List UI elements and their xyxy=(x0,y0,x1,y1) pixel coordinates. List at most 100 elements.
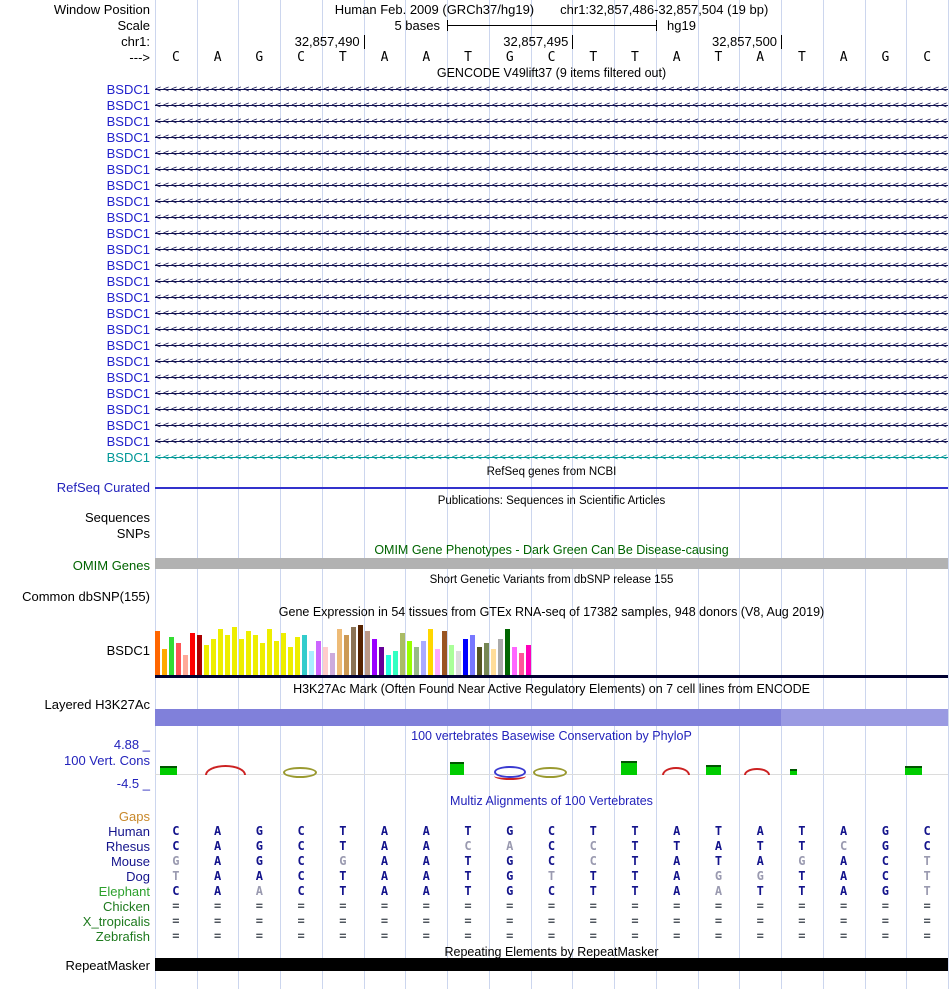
transcript-row[interactable]: <<<<<<<<<<<<<<<<<<<<<<<<<<<<<<<<<<<<<<<<… xyxy=(155,226,948,242)
expression-bar[interactable] xyxy=(505,629,510,675)
gene-label[interactable]: BSDC1 xyxy=(106,146,150,161)
gene-label[interactable]: BSDC1 xyxy=(106,274,150,289)
gene-label[interactable]: BSDC1 xyxy=(106,178,150,193)
expression-bar[interactable] xyxy=(449,645,454,675)
species-label[interactable]: Zebrafish xyxy=(95,929,150,944)
expression-bar[interactable] xyxy=(526,645,531,675)
transcript-row[interactable]: <<<<<<<<<<<<<<<<<<<<<<<<<<<<<<<<<<<<<<<<… xyxy=(155,354,948,370)
transcript-row[interactable]: <<<<<<<<<<<<<<<<<<<<<<<<<<<<<<<<<<<<<<<<… xyxy=(155,194,948,210)
alignment-row[interactable]: = = = = = = = = = = = = = = = = = = = xyxy=(155,914,948,929)
species-label[interactable]: Chicken xyxy=(103,899,150,914)
gene-label[interactable]: BSDC1 xyxy=(106,450,150,465)
transcript-row[interactable]: <<<<<<<<<<<<<<<<<<<<<<<<<<<<<<<<<<<<<<<<… xyxy=(155,338,948,354)
expression-bar[interactable] xyxy=(274,641,279,675)
species-label[interactable]: Gaps xyxy=(118,809,150,824)
expression-bar[interactable] xyxy=(414,647,419,675)
transcript-row[interactable]: <<<<<<<<<<<<<<<<<<<<<<<<<<<<<<<<<<<<<<<<… xyxy=(155,130,948,146)
transcript-row[interactable]: <<<<<<<<<<<<<<<<<<<<<<<<<<<<<<<<<<<<<<<<… xyxy=(155,370,948,386)
repeatmasker-bar[interactable] xyxy=(155,958,948,971)
gene-label[interactable]: BSDC1 xyxy=(106,370,150,385)
expression-bar[interactable] xyxy=(330,653,335,675)
transcript-row[interactable]: <<<<<<<<<<<<<<<<<<<<<<<<<<<<<<<<<<<<<<<<… xyxy=(155,178,948,194)
expression-bar[interactable] xyxy=(176,643,181,675)
gene-label[interactable]: BSDC1 xyxy=(106,98,150,113)
transcript-row[interactable]: <<<<<<<<<<<<<<<<<<<<<<<<<<<<<<<<<<<<<<<<… xyxy=(155,98,948,114)
expression-bar[interactable] xyxy=(211,639,216,675)
expression-bar[interactable] xyxy=(351,627,356,675)
expression-bar[interactable] xyxy=(267,629,272,675)
transcript-row[interactable]: <<<<<<<<<<<<<<<<<<<<<<<<<<<<<<<<<<<<<<<<… xyxy=(155,162,948,178)
expression-bar[interactable] xyxy=(484,643,489,675)
h3k27ac-track-label[interactable]: Layered H3K27Ac xyxy=(44,697,150,712)
expression-bar[interactable] xyxy=(400,633,405,675)
refseq-track-label[interactable]: RefSeq Curated xyxy=(56,480,150,495)
expression-bar[interactable] xyxy=(358,625,363,675)
expression-bar[interactable] xyxy=(386,655,391,675)
expression-bar[interactable] xyxy=(197,635,202,675)
gene-label[interactable]: BSDC1 xyxy=(106,354,150,369)
gene-label[interactable]: BSDC1 xyxy=(106,242,150,257)
expression-bar[interactable] xyxy=(246,631,251,675)
expression-bar[interactable] xyxy=(519,653,524,675)
gene-label[interactable]: BSDC1 xyxy=(106,306,150,321)
transcript-row[interactable]: <<<<<<<<<<<<<<<<<<<<<<<<<<<<<<<<<<<<<<<<… xyxy=(155,146,948,162)
snps-track-label[interactable]: SNPs xyxy=(116,526,150,541)
expression-bar[interactable] xyxy=(463,639,468,675)
gene-label[interactable]: BSDC1 xyxy=(106,114,150,129)
gene-label[interactable]: BSDC1 xyxy=(106,434,150,449)
expression-bar[interactable] xyxy=(456,651,461,675)
expression-bar[interactable] xyxy=(393,651,398,675)
expression-bar[interactable] xyxy=(309,651,314,675)
h3k27ac-signal-bar[interactable] xyxy=(155,709,948,726)
expression-bar[interactable] xyxy=(337,629,342,675)
expression-bar[interactable] xyxy=(512,647,517,675)
species-label[interactable]: Rhesus xyxy=(105,839,150,854)
expression-bar[interactable] xyxy=(190,633,195,675)
expression-bar[interactable] xyxy=(421,641,426,675)
expression-bar[interactable] xyxy=(169,637,174,675)
transcript-row[interactable]: <<<<<<<<<<<<<<<<<<<<<<<<<<<<<<<<<<<<<<<<… xyxy=(155,322,948,338)
species-label[interactable]: X_tropicalis xyxy=(82,914,150,929)
expression-bar[interactable] xyxy=(498,639,503,675)
transcript-row[interactable]: <<<<<<<<<<<<<<<<<<<<<<<<<<<<<<<<<<<<<<<<… xyxy=(155,450,948,466)
gene-label[interactable]: BSDC1 xyxy=(106,130,150,145)
expression-bar[interactable] xyxy=(162,649,167,675)
expression-bar[interactable] xyxy=(225,635,230,675)
expression-bar[interactable] xyxy=(260,643,265,675)
expression-bar[interactable] xyxy=(344,635,349,675)
refseq-gene-line[interactable] xyxy=(155,487,948,489)
expression-bar[interactable] xyxy=(365,631,370,675)
gene-label[interactable]: BSDC1 xyxy=(106,290,150,305)
gene-label[interactable]: BSDC1 xyxy=(106,258,150,273)
species-label[interactable]: Elephant xyxy=(98,884,150,899)
expression-bar[interactable] xyxy=(218,629,223,675)
expression-bar[interactable] xyxy=(232,627,237,675)
expression-bar[interactable] xyxy=(435,649,440,675)
transcript-row[interactable]: <<<<<<<<<<<<<<<<<<<<<<<<<<<<<<<<<<<<<<<<… xyxy=(155,386,948,402)
transcript-row[interactable]: <<<<<<<<<<<<<<<<<<<<<<<<<<<<<<<<<<<<<<<<… xyxy=(155,306,948,322)
expression-bar[interactable] xyxy=(477,647,482,675)
alignment-row[interactable]: = = = = = = = = = = = = = = = = = = = xyxy=(155,899,948,914)
expression-bar[interactable] xyxy=(288,647,293,675)
transcript-row[interactable]: <<<<<<<<<<<<<<<<<<<<<<<<<<<<<<<<<<<<<<<<… xyxy=(155,402,948,418)
gene-label[interactable]: BSDC1 xyxy=(106,386,150,401)
phylop-track-label[interactable]: 100 Vert. Cons xyxy=(64,753,150,768)
dbsnp-track-label[interactable]: Common dbSNP(155) xyxy=(22,589,150,604)
transcript-row[interactable]: <<<<<<<<<<<<<<<<<<<<<<<<<<<<<<<<<<<<<<<<… xyxy=(155,114,948,130)
expression-bar[interactable] xyxy=(379,647,384,675)
gene-label[interactable]: BSDC1 xyxy=(106,82,150,97)
gene-label[interactable]: BSDC1 xyxy=(106,194,150,209)
repeatmasker-track-label[interactable]: RepeatMasker xyxy=(65,958,150,973)
expression-bar[interactable] xyxy=(155,631,160,675)
gene-label[interactable]: BSDC1 xyxy=(106,402,150,417)
expression-bar[interactable] xyxy=(281,633,286,675)
sequences-track-label[interactable]: Sequences xyxy=(84,510,150,525)
expression-bar[interactable] xyxy=(372,639,377,675)
expression-bar[interactable] xyxy=(491,649,496,675)
gene-label[interactable]: BSDC1 xyxy=(106,322,150,337)
